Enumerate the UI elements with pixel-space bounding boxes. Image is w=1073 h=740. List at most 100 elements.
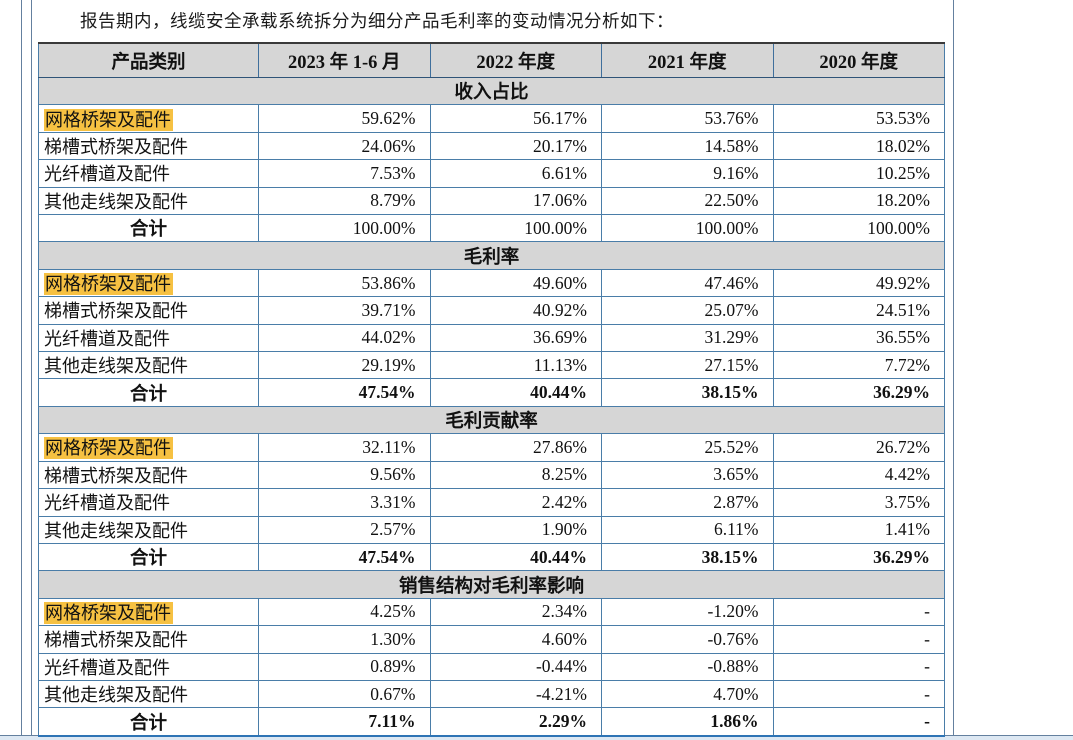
value-cell: 27.15% (601, 351, 774, 380)
row-label: 网格桥架及配件 (38, 268, 259, 298)
row-label: 光纤槽道及配件 (38, 488, 259, 517)
value-cell: - (772, 707, 945, 738)
value-cell: 38.15% (601, 378, 774, 407)
value-cell: 4.42% (772, 460, 945, 490)
value-cell: 24.06% (258, 131, 431, 161)
value-cell: 49.60% (429, 268, 602, 298)
column-header-2020: 2020 年度 (772, 42, 945, 78)
row-label: 其他走线架及配件 (38, 351, 259, 380)
row-label: 其他走线架及配件 (38, 186, 259, 216)
value-cell: - (772, 597, 945, 627)
value-cell: 9.16% (601, 159, 774, 188)
row-label: 网格桥架及配件 (38, 433, 259, 462)
gross-margin-breakdown-table: 产品类别 2023 年 1-6 月 2022 年度 2021 年度 2020 年… (38, 42, 945, 738)
value-cell: 18.20% (772, 186, 945, 216)
section-title: 毛利率 (38, 241, 945, 270)
table-row: 梯槽式桥架及配件 24.06% 20.17% 14.58% 18.02% (38, 131, 945, 161)
section-header-row: 毛利率 (38, 241, 945, 270)
value-cell: 53.76% (601, 104, 774, 133)
value-cell: 36.55% (772, 323, 945, 353)
row-label: 合计 (38, 214, 259, 243)
table-row: 梯槽式桥架及配件 39.71% 40.92% 25.07% 24.51% (38, 296, 945, 325)
value-cell: 39.71% (258, 296, 431, 325)
value-cell: - (772, 652, 945, 681)
value-cell: 7.11% (258, 707, 431, 738)
value-cell: 100.00% (772, 214, 945, 243)
value-cell: 100.00% (258, 214, 431, 243)
table-row: 网格桥架及配件 59.62% 56.17% 53.76% 53.53% (38, 104, 945, 133)
value-cell: 49.92% (772, 268, 945, 298)
value-cell: 10.25% (772, 159, 945, 188)
table-row: 网格桥架及配件 53.86% 49.60% 47.46% 49.92% (38, 268, 945, 298)
value-cell: 9.56% (258, 460, 431, 490)
column-header-2022: 2022 年度 (429, 42, 602, 78)
value-cell: -1.20% (601, 597, 774, 627)
value-cell: 26.72% (772, 433, 945, 462)
value-cell: -0.88% (601, 652, 774, 681)
value-cell: 3.75% (772, 488, 945, 517)
value-cell: 25.52% (601, 433, 774, 462)
intro-paragraph: 报告期内，线缆安全承载系统拆分为细分产品毛利率的变动情况分析如下： (80, 11, 674, 31)
row-label: 其他走线架及配件 (38, 515, 259, 544)
row-label: 合计 (38, 542, 259, 572)
value-cell: 17.06% (429, 186, 602, 216)
table-row: 光纤槽道及配件 44.02% 36.69% 31.29% 36.55% (38, 323, 945, 353)
value-cell: - (772, 679, 945, 709)
table-row: 光纤槽道及配件 7.53% 6.61% 9.16% 10.25% (38, 159, 945, 188)
value-cell: 7.72% (772, 351, 945, 380)
page-frame-line-left (31, 0, 32, 736)
total-row: 合计 47.54% 40.44% 38.15% 36.29% (38, 542, 945, 572)
page-frame-line-right (953, 0, 954, 736)
value-cell: 2.42% (429, 488, 602, 517)
value-cell: 47.46% (601, 268, 774, 298)
value-cell: 1.86% (601, 707, 774, 738)
highlight-mark: 网格桥架及配件 (44, 273, 173, 296)
value-cell: 56.17% (429, 104, 602, 133)
value-cell: 40.92% (429, 296, 602, 325)
value-cell: -4.21% (429, 679, 602, 709)
value-cell: 1.90% (429, 515, 602, 544)
value-cell: 20.17% (429, 131, 602, 161)
value-cell: 6.61% (429, 159, 602, 188)
value-cell: 40.44% (429, 542, 602, 572)
value-cell: -0.76% (601, 625, 774, 654)
value-cell: 36.29% (772, 378, 945, 407)
page-edge-line-outer-left (21, 0, 22, 736)
row-label: 网格桥架及配件 (38, 104, 259, 133)
value-cell: 8.79% (258, 186, 431, 216)
value-cell: 53.86% (258, 268, 431, 298)
value-cell: 44.02% (258, 323, 431, 353)
value-cell: 24.51% (772, 296, 945, 325)
highlight-mark: 网格桥架及配件 (44, 437, 173, 460)
value-cell: 32.11% (258, 433, 431, 462)
section-header-row: 销售结构对毛利率影响 (38, 570, 945, 599)
row-label: 光纤槽道及配件 (38, 323, 259, 353)
value-cell: 2.57% (258, 515, 431, 544)
row-label: 光纤槽道及配件 (38, 652, 259, 681)
row-label: 网格桥架及配件 (38, 597, 259, 627)
table-row: 其他走线架及配件 8.79% 17.06% 22.50% 18.20% (38, 186, 945, 216)
value-cell: 27.86% (429, 433, 602, 462)
section-header-row: 毛利贡献率 (38, 405, 945, 435)
row-label: 梯槽式桥架及配件 (38, 625, 259, 654)
value-cell: 53.53% (772, 104, 945, 133)
value-cell: 14.58% (601, 131, 774, 161)
value-cell: 7.53% (258, 159, 431, 188)
table-row: 梯槽式桥架及配件 9.56% 8.25% 3.65% 4.42% (38, 460, 945, 490)
table-row: 光纤槽道及配件 0.89% -0.44% -0.88% - (38, 652, 945, 681)
value-cell: 100.00% (601, 214, 774, 243)
row-label: 合计 (38, 378, 259, 407)
row-label: 梯槽式桥架及配件 (38, 131, 259, 161)
row-label: 梯槽式桥架及配件 (38, 460, 259, 490)
section-title: 收入占比 (38, 76, 945, 106)
value-cell: 1.41% (772, 515, 945, 544)
highlight-mark: 网格桥架及配件 (44, 601, 173, 624)
value-cell: 2.29% (429, 707, 602, 738)
value-cell: 2.34% (429, 597, 602, 627)
value-cell: 18.02% (772, 131, 945, 161)
table-header-row: 产品类别 2023 年 1-6 月 2022 年度 2021 年度 2020 年… (38, 42, 945, 78)
column-header-2023-h1: 2023 年 1-6 月 (258, 42, 431, 78)
section-title: 毛利贡献率 (38, 405, 945, 435)
highlight-mark: 网格桥架及配件 (44, 108, 173, 131)
section-header-row: 收入占比 (38, 76, 945, 106)
